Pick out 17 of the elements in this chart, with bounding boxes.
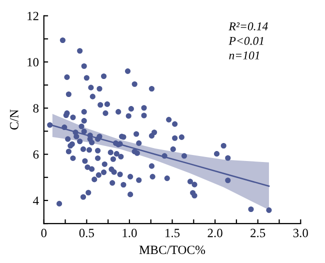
annotation: P<0.01 (228, 36, 264, 45)
y-tick-label: 8 (33, 104, 39, 113)
x-tick-label: 2.0 (208, 228, 222, 238)
annotation: n=101 (229, 51, 260, 60)
x-axis-title: MBC/TOC% (139, 246, 206, 254)
y-tick-label: 4 (33, 196, 39, 205)
x-tick-label: 0.5 (79, 228, 94, 238)
x-tick-label: 0 (41, 228, 47, 238)
x-tick-label: 2.5 (250, 228, 266, 238)
x-tick-label: 1.0 (122, 228, 137, 238)
y-tick-label: 6 (33, 150, 39, 159)
y-axis-title: C/N (10, 110, 18, 130)
y-tick-label: 10 (28, 58, 39, 66)
x-tick-label: 3.0 (293, 228, 308, 238)
y-tick-label: 12 (28, 12, 38, 20)
annotation: R²=0.14 (228, 22, 268, 30)
x-tick-label: 1.5 (166, 228, 180, 238)
